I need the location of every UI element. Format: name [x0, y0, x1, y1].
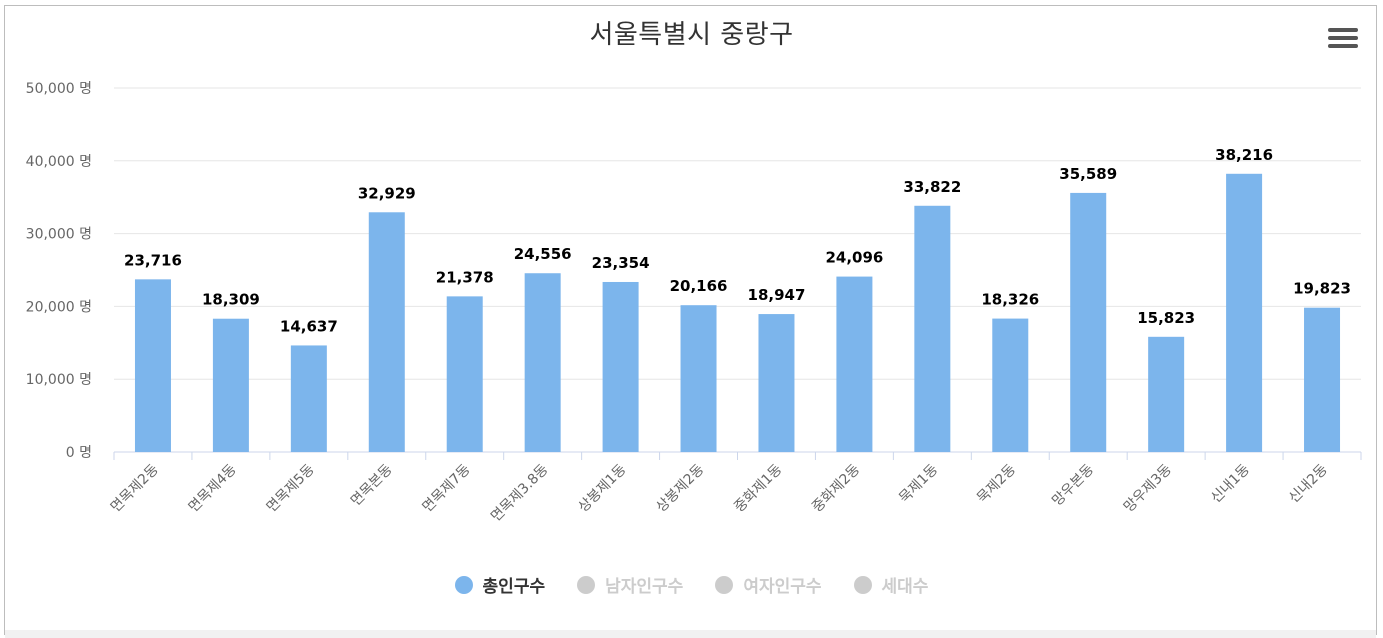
bar[interactable]: [1070, 192, 1107, 452]
x-tick-label: 면목제7동: [419, 461, 473, 515]
legend-label: 남자인구수: [605, 577, 684, 597]
y-tick-label: 30,000 명: [26, 227, 92, 243]
y-tick-label: 40,000 명: [26, 154, 92, 170]
bar[interactable]: [836, 276, 873, 452]
bar[interactable]: [524, 273, 561, 452]
legend-label: 총인구수: [482, 577, 546, 597]
data-label: 33,822: [903, 178, 961, 196]
data-label: 14,637: [280, 317, 338, 335]
x-tick-label: 망우본동: [1049, 461, 1097, 509]
x-tick-label: 상봉제2동: [653, 461, 707, 515]
legend-item[interactable]: 남자인구수: [577, 572, 683, 597]
chart-title: 서울특별시 중랑구: [589, 20, 794, 50]
legend-label: 여자인구수: [743, 577, 822, 597]
bar[interactable]: [368, 212, 405, 452]
data-label: 18,947: [748, 286, 806, 304]
legend-item[interactable]: 세대수: [853, 572, 929, 597]
x-tick-label: 상봉제1동: [575, 461, 629, 515]
bar[interactable]: [446, 296, 483, 452]
bar[interactable]: [680, 305, 717, 452]
y-tick-label: 50,000 명: [26, 81, 92, 97]
menu-line: [1328, 36, 1358, 40]
data-label: 21,378: [436, 268, 494, 286]
x-tick-label: 신내1동: [1208, 461, 1253, 506]
bar[interactable]: [1148, 336, 1185, 452]
data-label: 19,823: [1293, 280, 1351, 298]
bar[interactable]: [758, 314, 795, 452]
chart-legend: 총인구수 남자인구수 여자인구수 세대수: [0, 572, 1383, 597]
bar[interactable]: [1304, 307, 1341, 452]
data-label: 23,716: [124, 251, 182, 269]
legend-dot-icon: [577, 575, 596, 594]
data-label: 15,823: [1137, 309, 1195, 327]
data-label: 20,166: [670, 277, 728, 295]
legend-item[interactable]: 여자인구수: [715, 572, 822, 597]
legend-item[interactable]: 총인구수: [454, 572, 546, 597]
x-tick-label: 신내2동: [1286, 461, 1331, 506]
y-tick-label: 20,000 명: [26, 299, 92, 315]
legend-label: 세대수: [881, 577, 929, 597]
x-tick-label: 면목제4동: [186, 461, 240, 515]
data-label: 18,309: [202, 291, 260, 309]
y-tick-label: 10,000 명: [26, 372, 92, 388]
data-label: 24,556: [514, 245, 572, 263]
menu-line: [1328, 44, 1358, 48]
legend-dot-icon: [454, 575, 473, 594]
bar[interactable]: [290, 345, 327, 452]
bar[interactable]: [992, 318, 1029, 452]
hamburger-menu-icon[interactable]: [1328, 28, 1358, 52]
x-tick-label: 망우제3동: [1121, 461, 1175, 515]
data-label: 18,326: [981, 291, 1039, 309]
data-label: 35,589: [1059, 165, 1117, 183]
data-label: 24,096: [825, 249, 883, 267]
x-tick-label: 면목제5동: [264, 461, 318, 515]
y-tick-label: 0 명: [66, 445, 92, 461]
bar[interactable]: [212, 318, 249, 452]
x-tick-label: 중화제2동: [809, 461, 863, 515]
x-tick-label: 면목본동: [348, 461, 396, 509]
bottom-strip: [5, 630, 1376, 638]
legend-dot-icon: [715, 575, 734, 594]
bar[interactable]: [914, 205, 951, 452]
data-label: 38,216: [1215, 146, 1273, 164]
legend-dot-icon: [853, 575, 872, 594]
x-tick-label: 면목제3.8동: [488, 461, 552, 525]
bar[interactable]: [134, 279, 171, 452]
data-label: 32,929: [358, 184, 416, 202]
bar[interactable]: [1226, 173, 1263, 452]
x-tick-label: 묵제1동: [896, 461, 941, 506]
x-tick-label: 묵제2동: [974, 461, 1019, 506]
data-label: 23,354: [592, 254, 650, 272]
menu-line: [1328, 28, 1358, 32]
x-tick-label: 면목제2동: [108, 461, 162, 515]
x-tick-label: 중화제1동: [731, 461, 785, 515]
bar[interactable]: [602, 281, 639, 452]
